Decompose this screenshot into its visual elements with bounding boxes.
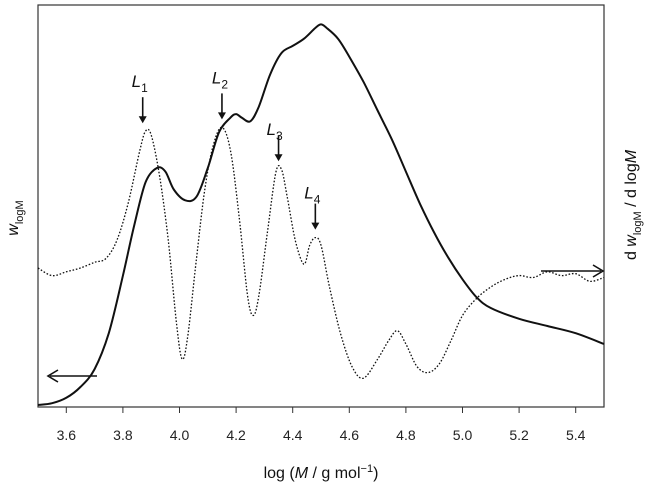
peak-label-L3: L3 [266, 120, 283, 162]
x-tick-label: 4.8 [396, 427, 416, 443]
x-tick-label: 5.0 [453, 427, 473, 443]
left-axis-arrow-icon [46, 369, 97, 383]
peak-annotations: L1 L2 L3 L4 [132, 68, 321, 230]
arrowhead-icon [274, 154, 283, 162]
y-axis-label-right: d wlogM / d logM [623, 149, 644, 260]
x-axis-ticks: 3.6 3.8 4.0 4.2 4.4 4.6 4.8 5.0 5.2 5.4 [57, 407, 586, 443]
peak-label-text: L1 [132, 72, 148, 95]
series-dotted-line [37, 126, 605, 380]
x-tick-label: 3.8 [113, 427, 133, 443]
peak-label-L2: L2 [212, 68, 228, 120]
x-tick-label: 4.4 [283, 427, 303, 443]
arrowhead-icon [217, 112, 226, 120]
x-tick-label: 5.2 [509, 427, 529, 443]
arrowhead-icon [311, 222, 320, 230]
x-tick-label: 5.4 [566, 427, 586, 443]
x-tick-label: 3.6 [57, 427, 77, 443]
x-tick-label: 4.6 [340, 427, 360, 443]
x-tick-label: 4.0 [170, 427, 190, 443]
x-axis-label: log (M / g mol−1) [264, 463, 379, 482]
peak-label-L1: L1 [132, 72, 148, 124]
x-tick-label: 4.2 [226, 427, 246, 443]
series-solid-line [37, 23, 605, 406]
y-axis-label-left: wlogM [5, 200, 26, 235]
peak-label-L4: L4 [304, 184, 321, 230]
right-axis-arrow-icon [541, 264, 605, 278]
arrowhead-icon [138, 116, 147, 124]
series-layer [37, 23, 605, 406]
plot-frame [37, 4, 605, 408]
peak-label-text: L4 [304, 184, 320, 207]
peak-label-text: L2 [212, 68, 228, 91]
peak-label-text: L3 [266, 120, 282, 143]
